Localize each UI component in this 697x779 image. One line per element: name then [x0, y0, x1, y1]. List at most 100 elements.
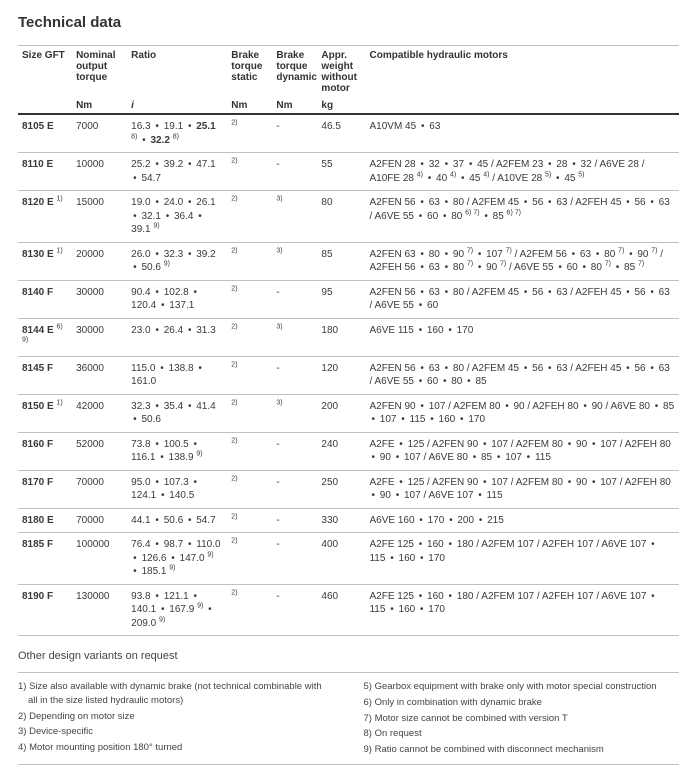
footnote: 9) Ratio cannot be combined with disconn… — [364, 742, 680, 758]
col-bstatic: Brake torque static — [227, 46, 272, 97]
bstatic-cell: 2) — [227, 533, 272, 585]
weight-cell: 55 — [317, 153, 365, 191]
footnotes-left: 1) Size also available with dynamic brak… — [18, 679, 334, 758]
table-row: 8105 E700016.3 • 19.1 • 25.1 8) • 32.2 8… — [18, 114, 679, 153]
bdynamic-cell: - — [272, 470, 317, 508]
bstatic-cell: 2) — [227, 153, 272, 191]
weight-cell: 120 — [317, 356, 365, 394]
footnote: 2) Depending on motor size — [18, 709, 334, 725]
ratio-cell: 73.8 • 100.5 • 116.1 • 138.9 9) — [127, 432, 227, 470]
weight-cell: 460 — [317, 584, 365, 636]
motors-cell: A2FE 125 • 160 • 180 / A2FEM 107 / A2FEH… — [365, 533, 679, 585]
ratio-cell: 25.2 • 39.2 • 47.1 • 54.7 — [127, 153, 227, 191]
unit-bstatic: Nm — [227, 96, 272, 114]
col-weight: Appr. weight without motor — [317, 46, 365, 97]
ratio-cell: 44.1 • 50.6 • 54.7 — [127, 508, 227, 533]
bstatic-cell: 2) — [227, 114, 272, 153]
weight-cell: 250 — [317, 470, 365, 508]
table-row: 8145 F36000115.0 • 138.8 • 161.02)-120A2… — [18, 356, 679, 394]
bdynamic-cell: - — [272, 584, 317, 636]
torque-cell: 10000 — [72, 153, 127, 191]
motors-cell: A2FEN 90 • 107 / A2FEM 80 • 90 / A2FEH 8… — [365, 394, 679, 432]
bstatic-cell: 2) — [227, 508, 272, 533]
bdynamic-cell: - — [272, 432, 317, 470]
torque-cell: 70000 — [72, 470, 127, 508]
ratio-cell: 26.0 • 32.3 • 39.2 • 50.6 9) — [127, 242, 227, 280]
footnote: 3) Device-specific — [18, 724, 334, 740]
size-cell: 8120 E 1) — [18, 191, 72, 243]
bstatic-cell: 2) — [227, 242, 272, 280]
footnote: 1) Size also available with dynamic brak… — [18, 679, 334, 709]
motors-cell: A2FE 125 • 160 • 180 / A2FEM 107 / A2FEH… — [365, 584, 679, 636]
bstatic-cell: 2) — [227, 432, 272, 470]
weight-cell: 46.5 — [317, 114, 365, 153]
torque-cell: 100000 — [72, 533, 127, 585]
subtitle: Other design variants on request — [18, 650, 679, 662]
motors-cell: A10VM 45 • 63 — [365, 114, 679, 153]
ratio-cell: 23.0 • 26.4 • 31.3 — [127, 318, 227, 356]
ratio-cell: 90.4 • 102.8 • 120.4 • 137.1 — [127, 280, 227, 318]
motors-cell: A2FEN 63 • 80 • 90 7) • 107 7) / A2FEM 5… — [365, 242, 679, 280]
bdynamic-cell: - — [272, 114, 317, 153]
motors-cell: A2FEN 56 • 63 • 80 / A2FEM 45 • 56 • 63 … — [365, 280, 679, 318]
motors-cell: A6VE 115 • 160 • 170 — [365, 318, 679, 356]
size-cell: 8190 F — [18, 584, 72, 636]
bstatic-cell: 2) — [227, 584, 272, 636]
size-cell: 8105 E — [18, 114, 72, 153]
unit-bdynamic: Nm — [272, 96, 317, 114]
motors-cell: A2FEN 28 • 32 • 37 • 45 / A2FEM 23 • 28 … — [365, 153, 679, 191]
size-cell: 8150 E 1) — [18, 394, 72, 432]
torque-cell: 20000 — [72, 242, 127, 280]
size-cell: 8130 E 1) — [18, 242, 72, 280]
table-row: 8110 E1000025.2 • 39.2 • 47.1 • 54.72)-5… — [18, 153, 679, 191]
table-row: 8150 E 1)4200032.3 • 35.4 • 41.4 • 50.62… — [18, 394, 679, 432]
col-ratio: Ratio — [127, 46, 227, 97]
table-row: 8120 E 1)1500019.0 • 24.0 • 26.1 • 32.1 … — [18, 191, 679, 243]
table-row: 8190 F13000093.8 • 121.1 • 140.1 • 167.9… — [18, 584, 679, 636]
table-row: 8160 F5200073.8 • 100.5 • 116.1 • 138.9 … — [18, 432, 679, 470]
ratio-cell: 93.8 • 121.1 • 140.1 • 167.9 9) • 209.0 … — [127, 584, 227, 636]
unit-size — [18, 96, 72, 114]
technical-data-table: Size GFT Nominal output torque Ratio Bra… — [18, 45, 679, 636]
table-row: 8144 E 6) 9)3000023.0 • 26.4 • 31.32)3)1… — [18, 318, 679, 356]
col-size: Size GFT — [18, 46, 72, 97]
ratio-cell: 95.0 • 107.3 • 124.1 • 140.5 — [127, 470, 227, 508]
weight-cell: 330 — [317, 508, 365, 533]
torque-cell: 15000 — [72, 191, 127, 243]
weight-cell: 80 — [317, 191, 365, 243]
bdynamic-cell: 3) — [272, 318, 317, 356]
ratio-cell: 115.0 • 138.8 • 161.0 — [127, 356, 227, 394]
header-row: Size GFT Nominal output torque Ratio Bra… — [18, 46, 679, 97]
table-row: 8185 F10000076.4 • 98.7 • 110.0 • 126.6 … — [18, 533, 679, 585]
bdynamic-cell: - — [272, 280, 317, 318]
size-cell: 8180 E — [18, 508, 72, 533]
torque-cell: 42000 — [72, 394, 127, 432]
bdynamic-cell: 3) — [272, 394, 317, 432]
col-motors: Compatible hydraulic motors — [365, 46, 679, 97]
motors-cell: A2FE • 125 / A2FEN 90 • 107 / A2FEM 80 •… — [365, 432, 679, 470]
footnotes-right: 5) Gearbox equipment with brake only wit… — [364, 679, 680, 758]
size-cell: 8145 F — [18, 356, 72, 394]
bdynamic-cell: - — [272, 533, 317, 585]
page-title: Technical data — [18, 14, 679, 31]
motors-cell: A2FEN 56 • 63 • 80 / A2FEM 45 • 56 • 63 … — [365, 191, 679, 243]
table-row: 8140 F3000090.4 • 102.8 • 120.4 • 137.12… — [18, 280, 679, 318]
footnote: 7) Motor size cannot be combined with ve… — [364, 711, 680, 727]
torque-cell: 130000 — [72, 584, 127, 636]
table-row: 8130 E 1)2000026.0 • 32.3 • 39.2 • 50.6 … — [18, 242, 679, 280]
bstatic-cell: 2) — [227, 470, 272, 508]
unit-torque: Nm — [72, 96, 127, 114]
torque-cell: 70000 — [72, 508, 127, 533]
bstatic-cell: 2) — [227, 280, 272, 318]
bdynamic-cell: 3) — [272, 191, 317, 243]
torque-cell: 36000 — [72, 356, 127, 394]
bstatic-cell: 2) — [227, 394, 272, 432]
size-cell: 8140 F — [18, 280, 72, 318]
ratio-cell: 19.0 • 24.0 • 26.1 • 32.1 • 36.4 • 39.1 … — [127, 191, 227, 243]
weight-cell: 240 — [317, 432, 365, 470]
unit-weight: kg — [317, 96, 365, 114]
table-row: 8170 F7000095.0 • 107.3 • 124.1 • 140.52… — [18, 470, 679, 508]
ratio-cell: 16.3 • 19.1 • 25.1 8) • 32.2 8) — [127, 114, 227, 153]
ratio-cell: 76.4 • 98.7 • 110.0 • 126.6 • 147.0 9) •… — [127, 533, 227, 585]
unit-ratio: i — [127, 96, 227, 114]
